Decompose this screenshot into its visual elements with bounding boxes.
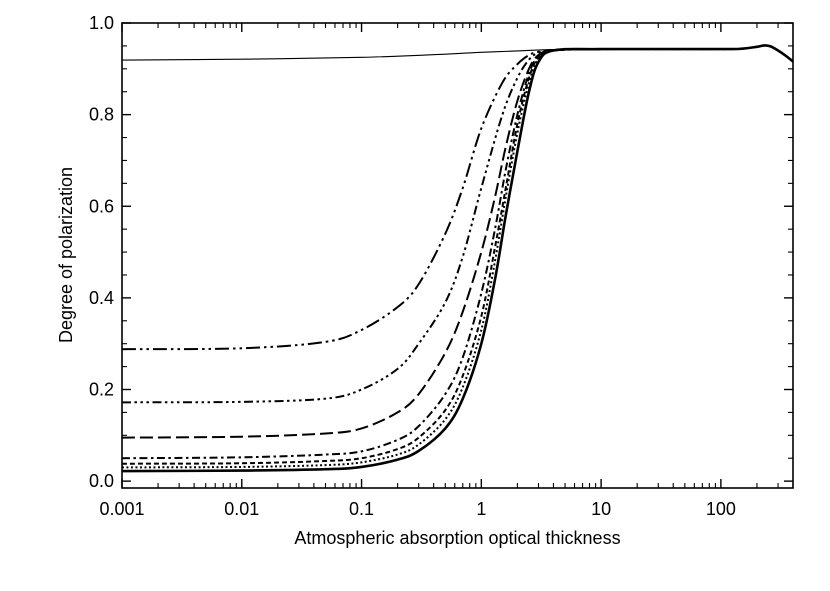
y-tick-label: 0.0: [89, 471, 114, 491]
series-line-short-dash: [122, 48, 602, 465]
series-line-dash-dot-dot-dot: [122, 48, 602, 404]
y-tick-label: 0.4: [89, 288, 114, 308]
series-line-dotted: [122, 48, 602, 469]
y-tick-label: 1.0: [89, 13, 114, 33]
plot-frame: [121, 22, 794, 489]
y-axis-title: Degree of polarization: [56, 167, 76, 343]
tick-layer: 0.001 0.01 0.1 1 10 100 0.0 0.2 0.4 0.6 0.8 1.0: [89, 13, 794, 519]
x-tick-label: 0.01: [224, 499, 259, 519]
series-line-long-dash: [122, 48, 602, 439]
x-tick-label: 1: [476, 499, 486, 519]
y-tick-label: 0.2: [89, 380, 114, 400]
series-line-dash-dot-dot: [122, 44, 793, 351]
x-tick-label: 10: [591, 499, 611, 519]
x-tick-label: 0.001: [99, 499, 144, 519]
y-tick-label: 0.6: [89, 196, 114, 216]
series-line-thick-solid: [122, 44, 793, 473]
x-tick-label: 0.1: [349, 499, 374, 519]
x-axis-title: Atmospheric absorption optical thickness: [294, 528, 620, 548]
series-layer: [122, 44, 793, 473]
series-line-dash-dot: [122, 48, 602, 460]
x-tick-label: 100: [706, 499, 736, 519]
y-tick-label: 0.8: [89, 105, 114, 125]
